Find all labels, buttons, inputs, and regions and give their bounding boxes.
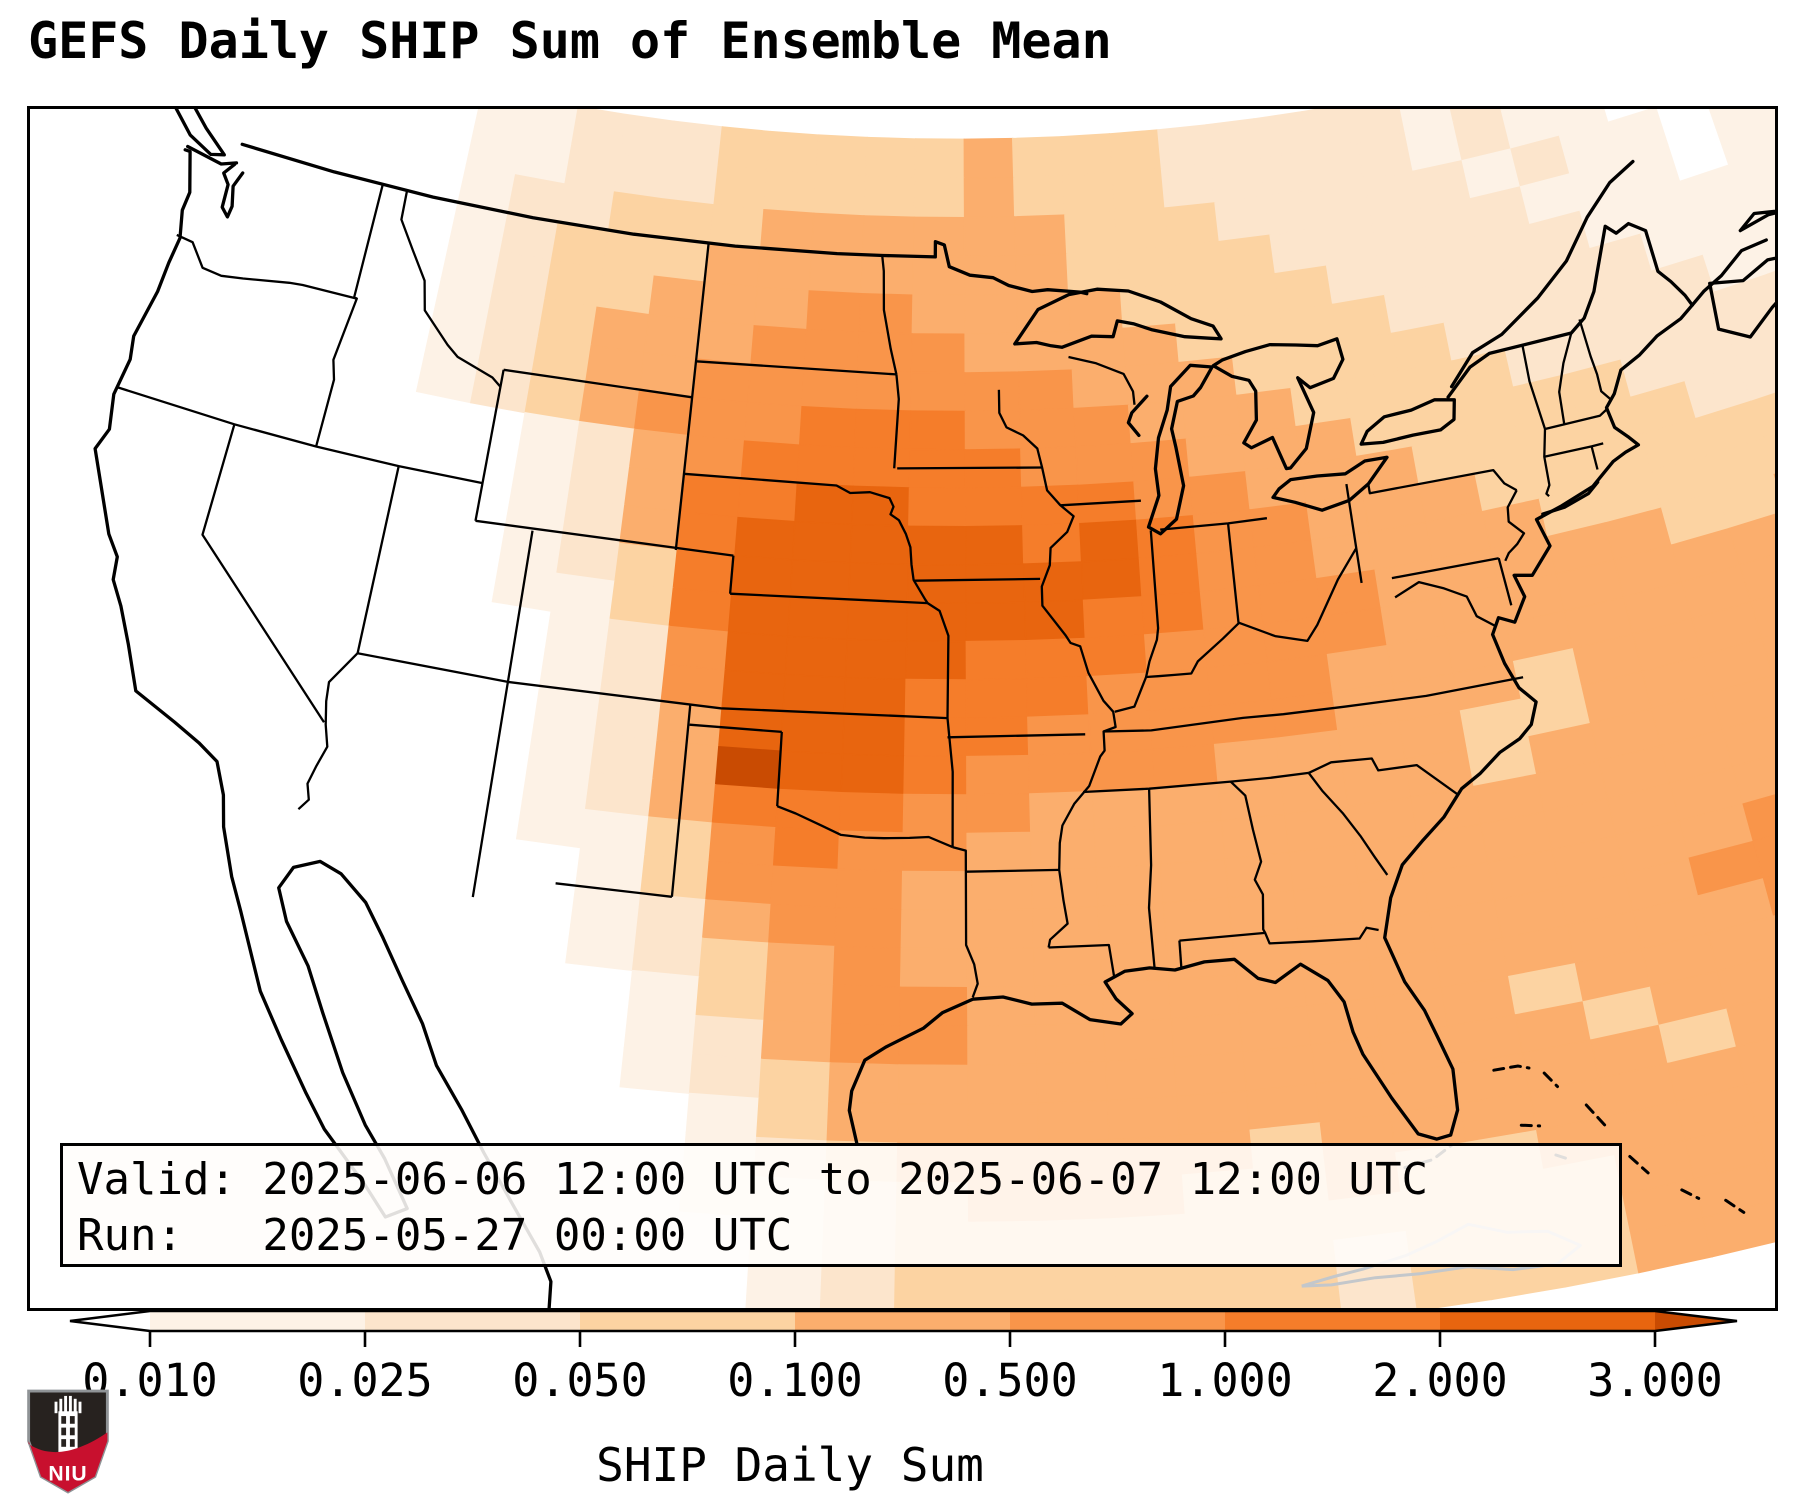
niu-tower-icon bbox=[54, 1395, 82, 1462]
colorbar-tick-label: 1.000 bbox=[1157, 1354, 1293, 1407]
colorbar-tick-label: 2.000 bbox=[1372, 1354, 1508, 1407]
colorbar-axis-label: SHIP Daily Sum bbox=[596, 1438, 984, 1492]
colorbar bbox=[69, 1309, 1738, 1347]
colorbar-tick-label: 0.500 bbox=[942, 1354, 1078, 1407]
colorbar-tick-label: 0.100 bbox=[727, 1354, 863, 1407]
colorbar-tick-label: 0.050 bbox=[512, 1354, 648, 1407]
niu-red-swoosh bbox=[28, 1432, 108, 1492]
run-time-text: Run: 2025-05-27 00:00 UTC bbox=[77, 1210, 793, 1261]
chart-title: GEFS Daily SHIP Sum of Ensemble Mean bbox=[28, 12, 1112, 70]
niu-logo-text: NIU bbox=[48, 1462, 87, 1485]
colorbar-tick-label: 0.025 bbox=[297, 1354, 433, 1407]
colorbar-tick-label: 3.000 bbox=[1587, 1354, 1723, 1407]
conus-ship-map bbox=[30, 109, 1775, 1308]
niu-logo: NIU bbox=[27, 1389, 109, 1494]
valid-run-box: Valid: 2025-06-06 12:00 UTC to 2025-06-0… bbox=[60, 1143, 1622, 1267]
valid-time-text: Valid: 2025-06-06 12:00 UTC to 2025-06-0… bbox=[77, 1154, 1429, 1205]
map-canvas bbox=[27, 106, 1778, 1311]
